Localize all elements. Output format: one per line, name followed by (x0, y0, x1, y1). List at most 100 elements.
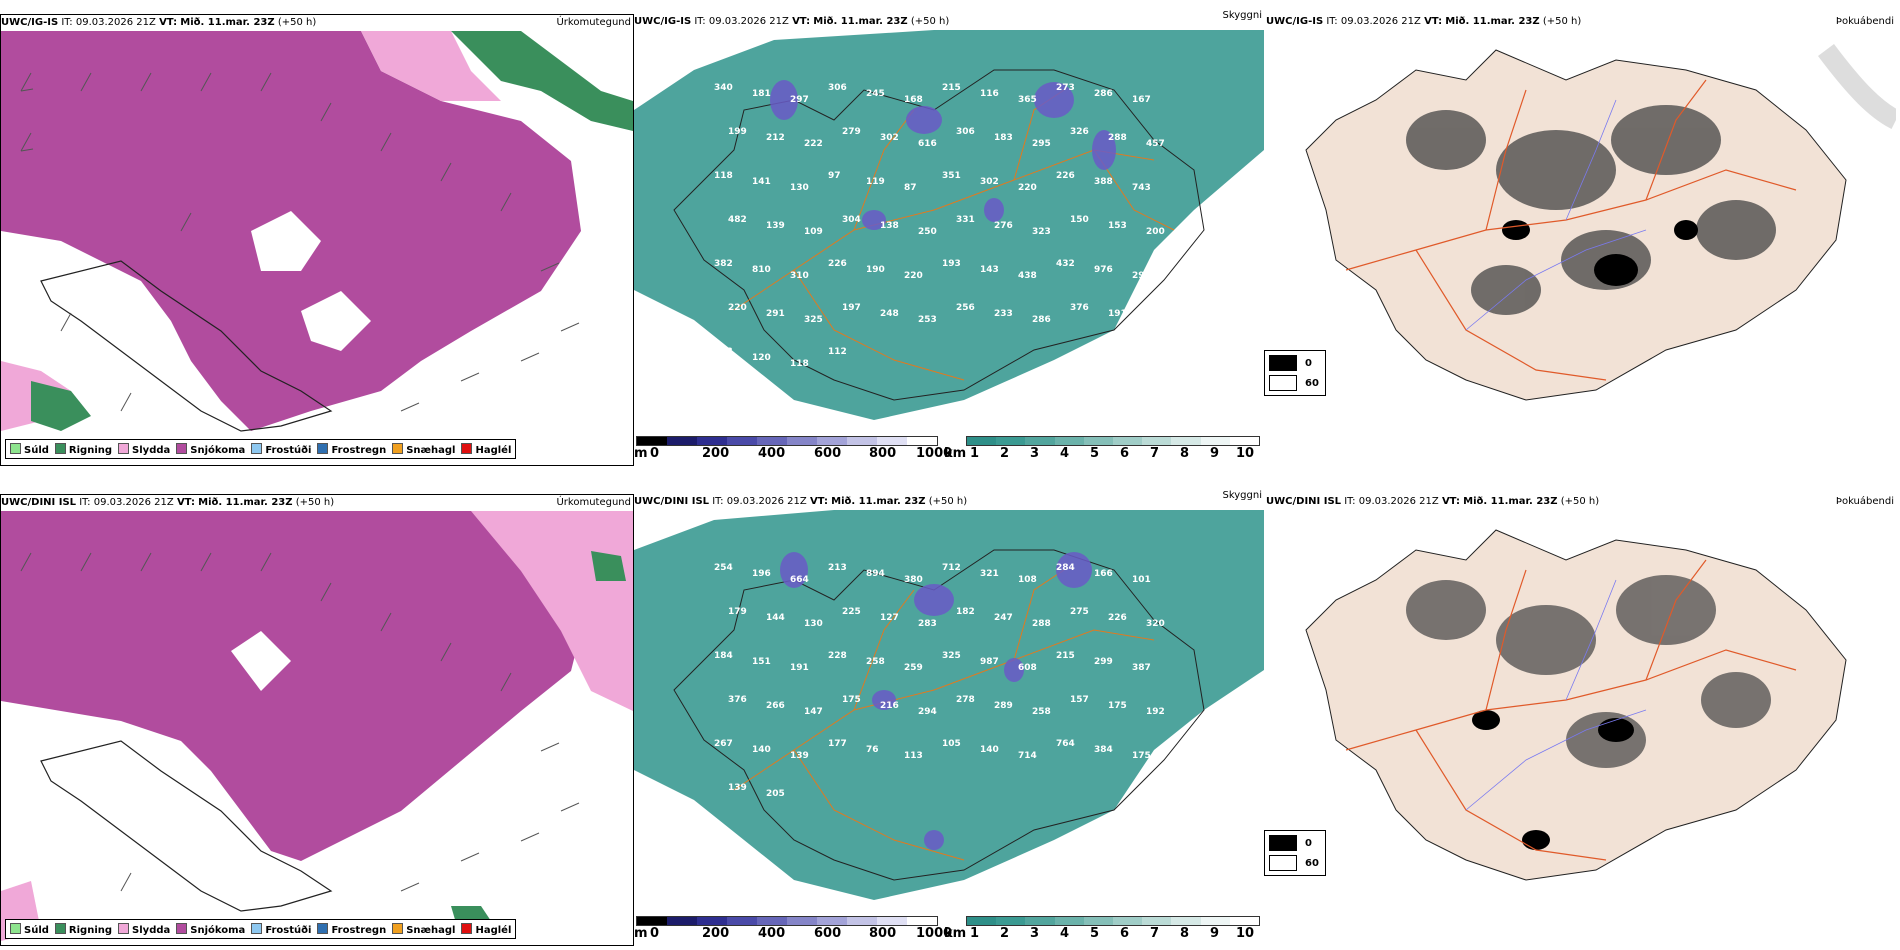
visibility-labels: 340 181 297 306 245 168 215 116 365 273 286 167 199 2… (714, 83, 1165, 369)
visibility-value-label: 438 (1018, 271, 1037, 281)
visibility-value-label: 113 (904, 751, 923, 761)
visibility-value-label: 764 (1056, 739, 1075, 749)
visibility-bar (966, 916, 1260, 926)
visibility-value-label: 233 (994, 309, 1013, 319)
fog-legend-row-60: 60 (1269, 855, 1319, 871)
legend-item-snaehagl: Snæhagl (392, 442, 455, 456)
swatch (392, 442, 404, 454)
visibility-value-label: 116 (980, 89, 999, 99)
lead-time: (+50 h) (1542, 16, 1582, 27)
visibility-value-label: 109 (804, 227, 823, 237)
visibility-value-label: 387 (1132, 663, 1151, 673)
visibility-value-label: 288 (1108, 133, 1127, 143)
visibility-value-label: 220 (728, 303, 747, 313)
legend-item-snjokoma: Snjókoma (176, 442, 245, 456)
swatch (54, 922, 66, 934)
visibility-value-label: 286 (1094, 89, 1113, 99)
swatch (10, 442, 21, 454)
visibility-value-label: 153 (1108, 221, 1127, 231)
visibility-value-label: 205 (766, 789, 785, 799)
visibility-value-label: 306 (956, 127, 975, 137)
valid-time: Mið. 11.mar. 23Z (813, 16, 908, 27)
panel-header: UWC/DINI ISL IT: 09.03.2026 21Z VT: Mið.… (1266, 494, 1896, 510)
visibility-value-label: 283 (918, 619, 937, 629)
swatch (176, 442, 188, 454)
visibility-value-label: 130 (790, 183, 809, 193)
visibility-value-label: 226 (1108, 613, 1127, 623)
lead-time: (+50 h) (1560, 496, 1600, 507)
visibility-value-label: 664 (790, 575, 809, 585)
fog-map[interactable] (1266, 30, 1896, 464)
visibility-value-label: 473 (714, 347, 733, 357)
visibility-value-label: 299 (1094, 657, 1113, 667)
swatch (461, 442, 473, 454)
visibility-panel-dini: UWC/DINI ISL IT: 09.03.2026 21Z VT: Mið.… (634, 490, 1264, 944)
precip-map[interactable] (1, 511, 633, 945)
precip-map[interactable] (1, 31, 633, 465)
elevation-bar (636, 916, 938, 926)
visibility-value-label: 712 (942, 563, 961, 573)
legend-item-sudl: Súld (10, 922, 49, 936)
visibility-value-label: 256 (956, 303, 975, 313)
visibility-colorbar: km 1 2 3 4 5 6 7 8 9 10 (944, 436, 1264, 461)
visibility-value-label: 278 (956, 695, 975, 705)
visibility-map[interactable]: 340 181 297 306 245 168 215 116 365 273 286 167 199 2… (634, 30, 1264, 434)
visibility-value-label: 380 (904, 575, 923, 585)
visibility-value-label: 325 (942, 651, 961, 661)
visibility-value-label: 432 (1056, 259, 1075, 269)
valid-time: Mið. 11.mar. 23Z (180, 17, 275, 28)
model-name: UWC/DINI ISL (1, 497, 77, 508)
visibility-value-label: 258 (866, 657, 885, 667)
visibility-value-label: 191 (1108, 309, 1127, 319)
init-time: 09.03.2026 21Z (1358, 496, 1439, 507)
visibility-value-label: 87 (904, 183, 917, 193)
fog-panel-ig: UWC/IG-IS IT: 09.03.2026 21Z VT: Mið. 11… (1264, 14, 1896, 464)
visibility-value-label: 139 (766, 221, 785, 231)
model-name: UWC/IG-IS (1266, 16, 1324, 27)
fog-legend-row-0: 0 (1269, 355, 1312, 371)
visibility-value-label: 183 (994, 133, 1013, 143)
visibility-value-label: 199 (728, 127, 747, 137)
visibility-value-label: 258 (1032, 707, 1051, 717)
valid-time: Mið. 11.mar. 23Z (198, 497, 293, 508)
init-time: 09.03.2026 21Z (1340, 16, 1421, 27)
visibility-value-label: 175 (1132, 751, 1151, 761)
visibility-bar (966, 436, 1260, 446)
legend-item-rigning: Rigning (54, 442, 112, 456)
visibility-value-label: 286 (1032, 315, 1051, 325)
panel-title: Þokuábendi (1835, 16, 1894, 27)
visibility-value-label: 743 (1132, 183, 1151, 193)
visibility-value-label: 351 (942, 171, 961, 181)
visibility-map[interactable]: 254 196 664 213 894 380 712 321 108 284 166 101 179 1… (634, 510, 1264, 914)
swatch (392, 922, 404, 934)
visibility-value-label: 225 (842, 607, 861, 617)
visibility-value-label: 325 (804, 315, 823, 325)
visibility-value-label: 197 (842, 303, 861, 313)
visibility-value-label: 147 (804, 707, 823, 717)
legend-item-slydda: Slydda (118, 442, 170, 456)
init-time: 09.03.2026 21Z (75, 17, 156, 28)
visibility-labels: 254 196 664 213 894 380 712 321 108 284 166 101 179 1… (714, 563, 1165, 799)
visibility-value-label: 130 (804, 619, 823, 629)
visibility-value-label: 167 (1132, 95, 1151, 105)
visibility-value-label: 384 (1094, 745, 1113, 755)
fog-map[interactable] (1266, 510, 1896, 944)
visibility-value-label: 143 (980, 265, 999, 275)
swatch (1269, 375, 1297, 391)
lead-time: (+50 h) (910, 16, 950, 27)
elevation-unit: m (634, 926, 648, 941)
visibility-value-label: 215 (942, 83, 961, 93)
visibility-value-label: 144 (766, 613, 785, 623)
legend-item-frostudi: Frostúði (251, 922, 311, 936)
visibility-value-label: 302 (980, 177, 999, 187)
swatch (118, 922, 130, 934)
visibility-value-label: 976 (1094, 265, 1113, 275)
visibility-value-label: 150 (1070, 215, 1089, 225)
visibility-value-label: 141 (752, 177, 771, 187)
legend-item-slydda: Slydda (118, 922, 170, 936)
visibility-value-label: 288 (1032, 619, 1051, 629)
legend-item-haglel: Haglél (461, 442, 511, 456)
visibility-value-label: 276 (994, 221, 1013, 231)
visibility-value-label: 293 (1132, 271, 1151, 281)
visibility-value-label: 168 (904, 95, 923, 105)
